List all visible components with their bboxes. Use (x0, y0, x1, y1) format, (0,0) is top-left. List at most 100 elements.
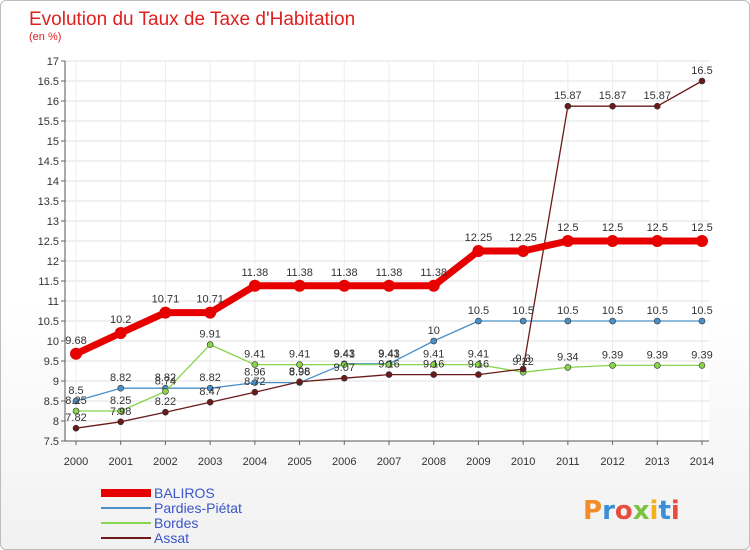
data-point (385, 371, 393, 378)
data-label: 9.68 (65, 335, 86, 347)
data-point (519, 317, 527, 325)
data-label: 12.25 (465, 232, 493, 244)
chart-title: Evolution du Taux de Taxe d'Habitation (29, 9, 355, 30)
data-label: 12.5 (691, 222, 712, 234)
y-tick-label: 8 (53, 416, 59, 428)
data-label: 12.5 (602, 222, 623, 234)
data-point (696, 235, 708, 247)
data-label: 9.41 (244, 349, 265, 361)
x-tick-label: 2005 (287, 456, 311, 468)
data-label: 11.38 (286, 267, 313, 279)
x-tick-label: 2014 (690, 456, 714, 468)
data-point (609, 362, 616, 369)
data-point (70, 347, 82, 360)
y-tick-label: 16.5 (38, 76, 59, 88)
data-label: 8.25 (65, 395, 86, 407)
x-tick-label: 2008 (421, 456, 445, 468)
data-point (204, 306, 217, 319)
data-label: 9.41 (289, 349, 310, 361)
y-tick-label: 8.5 (44, 396, 59, 408)
legend-label: Bordes (154, 515, 198, 531)
y-tick-label: 13 (47, 216, 59, 228)
data-point (340, 361, 348, 368)
legend-label: Pardies-Piétat (154, 500, 242, 516)
y-tick-label: 15.5 (38, 116, 59, 128)
y-tick-label: 10 (47, 336, 59, 348)
data-point (340, 374, 348, 382)
y-tick-label: 11.5 (38, 276, 59, 288)
data-point (159, 306, 172, 319)
data-label: 10.71 (196, 294, 224, 306)
data-label: 10.2 (110, 314, 131, 326)
data-label: 16.5 (691, 65, 712, 77)
data-point (383, 279, 395, 292)
data-label: 8.5 (68, 385, 83, 397)
data-label: 8.96 (289, 367, 310, 379)
data-label: 8.22 (155, 396, 176, 408)
legend-label: BALIROS (154, 485, 215, 501)
data-point (609, 102, 616, 110)
data-point (609, 317, 616, 325)
data-point (475, 361, 482, 368)
data-label: 9.3 (515, 353, 530, 365)
data-point (430, 361, 438, 368)
x-tick-label: 2009 (466, 456, 490, 468)
x-tick-label: 2000 (64, 456, 88, 468)
x-tick-label: 2010 (511, 456, 535, 468)
data-point (606, 235, 619, 247)
x-tick-label: 2004 (243, 456, 267, 468)
data-label: 9.41 (423, 349, 444, 361)
data-point (698, 77, 706, 85)
data-point (427, 279, 440, 292)
data-point (296, 361, 303, 368)
data-point (430, 371, 438, 378)
data-point (564, 102, 572, 110)
x-tick-label: 2006 (332, 456, 356, 468)
chart-subtitle: (en %) (29, 31, 61, 43)
data-label: 10.5 (468, 305, 489, 317)
y-tick-label: 15 (47, 136, 59, 148)
data-label: 10.5 (512, 305, 533, 317)
data-label: 15.87 (554, 90, 582, 102)
data-point (251, 379, 259, 386)
data-label: 11.38 (241, 267, 268, 279)
data-point (561, 235, 574, 247)
data-label: 9.16 (378, 359, 399, 371)
y-tick-label: 14.5 (38, 156, 59, 168)
data-label: 9.39 (602, 349, 623, 361)
data-label: 9.16 (468, 359, 489, 371)
x-tick-label: 2002 (153, 456, 177, 468)
data-point (117, 407, 125, 415)
data-point (517, 245, 530, 257)
y-tick-label: 14 (47, 176, 59, 188)
data-label: 8.74 (155, 375, 176, 387)
plot-area (65, 61, 709, 441)
data-label: 9.16 (423, 359, 444, 371)
data-point (653, 102, 661, 110)
data-label: 10.71 (152, 294, 180, 306)
data-point (72, 424, 80, 432)
data-label: 7.98 (110, 406, 131, 418)
data-point (475, 371, 482, 378)
data-label: 8.72 (244, 376, 265, 388)
data-point (564, 364, 572, 371)
data-label: 12.5 (557, 222, 578, 234)
data-label: 9.41 (378, 349, 399, 361)
series-layer (70, 77, 708, 432)
data-label: 9.34 (557, 351, 578, 363)
y-tick-label: 13.5 (38, 196, 59, 208)
x-tick-label: 2011 (556, 456, 580, 468)
data-point (248, 279, 261, 292)
grid (65, 60, 709, 442)
legend-label: Assat (154, 530, 189, 546)
data-point (72, 397, 80, 405)
x-tick-label: 2001 (108, 456, 132, 468)
data-point (698, 317, 706, 325)
data-label: 10.5 (557, 305, 578, 317)
data-labels: 8.5 8.82 8.82 8.82 8.96 8.96 9.43 9.43 10 10.5 10.… (65, 65, 712, 424)
data-point (251, 388, 259, 396)
data-label: 8.98 (289, 366, 310, 378)
data-point (519, 365, 527, 373)
data-point (338, 279, 351, 292)
data-label: 10.5 (647, 305, 668, 317)
